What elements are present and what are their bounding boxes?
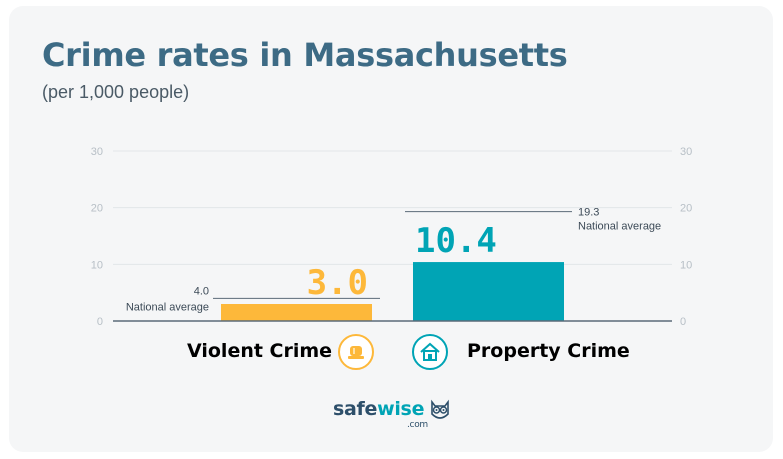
logo-domain: .com — [407, 420, 428, 430]
national-average-label-property: National average — [578, 221, 661, 233]
national-average-value-violent: 4.0 — [194, 285, 209, 297]
legend-label-violent: Violent Crime — [187, 340, 333, 362]
y-tick-label-left: 30 — [91, 146, 103, 158]
bar-violent — [221, 304, 372, 321]
logo-text-safe: safe — [333, 398, 378, 420]
bar-property — [413, 262, 564, 321]
y-tick-label-right: 20 — [680, 203, 692, 215]
y-tick-label-left: 10 — [91, 259, 103, 271]
house-icon — [412, 334, 448, 370]
y-tick-label-left: 20 — [91, 203, 103, 215]
y-tick-label-right: 10 — [680, 259, 692, 271]
chart-subtitle: (per 1,000 people) — [42, 82, 190, 102]
chart-title: Crime rates in Massachusetts — [42, 36, 568, 74]
siren-icon — [338, 334, 374, 370]
safewise-logo: safewise .com — [333, 398, 449, 430]
data-label-violent: 3.0 — [307, 263, 368, 303]
national-average-value-property: 19.3 — [578, 207, 599, 219]
legend-label-property: Property Crime — [467, 340, 630, 362]
y-tick-label-right: 0 — [680, 316, 686, 328]
logo-text-wise: wise — [377, 398, 425, 420]
y-tick-label-right: 30 — [680, 146, 692, 158]
chart-card — [9, 6, 773, 452]
y-tick-label-left: 0 — [97, 316, 103, 328]
data-label-property: 10.4 — [415, 221, 497, 261]
owl-icon — [431, 399, 449, 419]
national-average-label-violent: National average — [126, 301, 209, 313]
